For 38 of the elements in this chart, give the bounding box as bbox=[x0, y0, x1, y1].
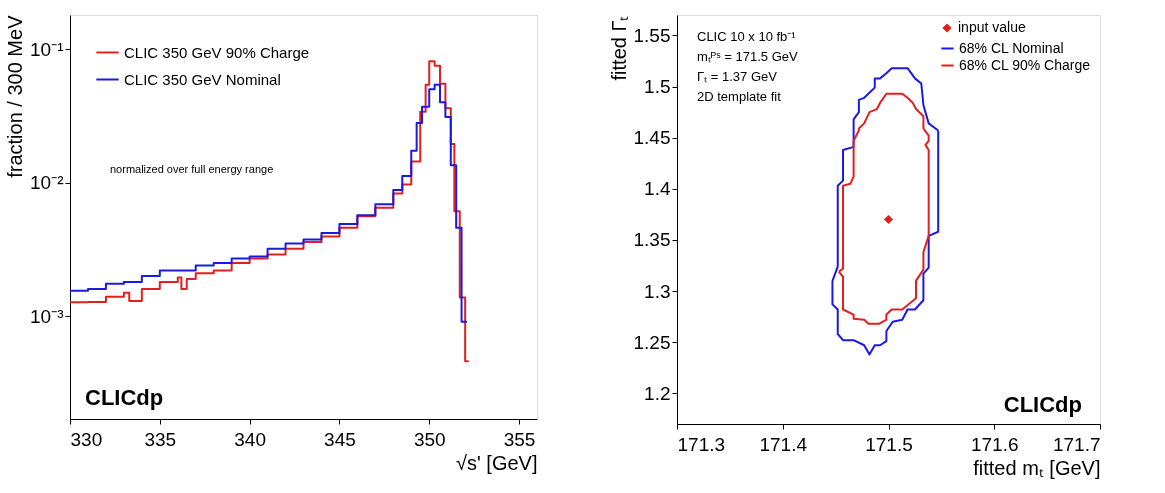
y-tick-label: 10⁻¹ bbox=[30, 38, 64, 60]
y-tick-label: 1.45 bbox=[633, 127, 671, 149]
x-tick-label: 171.3 bbox=[677, 433, 726, 455]
annotation: mₜᴾˢ = 171.5 GeV bbox=[697, 49, 798, 64]
annotation: CLIC 10 x 10 fb⁻¹ bbox=[697, 29, 797, 44]
legend-label: 68% CL 90% Charge bbox=[959, 56, 1091, 73]
y-tick-label: 1.2 bbox=[644, 382, 671, 404]
legend-label: input value bbox=[958, 19, 1026, 35]
x-tick-label: 171.5 bbox=[865, 433, 913, 455]
x-tick-label: 171.6 bbox=[970, 433, 1019, 455]
legend-label: CLIC 350 GeV 90% Charge bbox=[124, 43, 310, 61]
legend-label: CLIC 350 GeV Nominal bbox=[124, 70, 281, 88]
annotation: 2D template fit bbox=[697, 89, 782, 104]
x-tick-label: 345 bbox=[324, 428, 356, 450]
y-tick-label: 1.5 bbox=[644, 76, 671, 98]
x-tick-label: 171.4 bbox=[759, 433, 808, 455]
annotation: normalized over full energy range bbox=[110, 163, 274, 175]
x-tick-label: 340 bbox=[234, 428, 266, 450]
y-tick-label: 1.4 bbox=[644, 178, 671, 200]
y-tick-label: 1.3 bbox=[644, 280, 671, 302]
annotation: CLICdp bbox=[85, 385, 164, 410]
x-tick-label: 171.7 bbox=[1052, 433, 1101, 455]
y-axis-title: fraction / 300 MeV bbox=[4, 14, 27, 178]
x-axis-title: fitted mₜ [GeV] bbox=[973, 456, 1101, 479]
y-tick-label: 1.35 bbox=[633, 229, 671, 251]
x-tick-label: 350 bbox=[413, 428, 446, 450]
y-axis-title: fitted Γₜ bbox=[607, 15, 630, 81]
y-tick-label: 10⁻² bbox=[30, 172, 64, 194]
annotation: CLICdp bbox=[1003, 392, 1082, 417]
annotation: Γₜ = 1.37 GeV bbox=[697, 69, 778, 84]
x-tick-label: 335 bbox=[144, 428, 177, 450]
x-axis-title: √s' [GeV] bbox=[456, 451, 538, 474]
y-tick-label: 1.55 bbox=[633, 24, 671, 46]
x-tick-label: 355 bbox=[503, 428, 536, 450]
y-tick-label: 1.25 bbox=[633, 331, 671, 353]
x-tick-label: 330 bbox=[70, 428, 103, 450]
legend-label: 68% CL Nominal bbox=[959, 39, 1064, 56]
y-tick-label: 10⁻³ bbox=[30, 305, 64, 327]
